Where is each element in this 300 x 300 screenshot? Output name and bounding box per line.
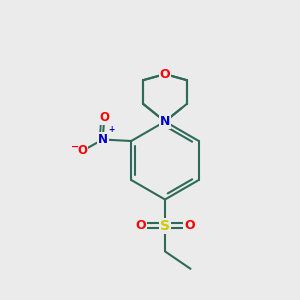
Text: O: O [99, 111, 109, 124]
Text: +: + [108, 125, 114, 134]
Text: N: N [160, 115, 170, 128]
Text: O: O [135, 219, 146, 232]
Text: O: O [184, 219, 195, 232]
Text: N: N [98, 133, 108, 146]
Text: O: O [77, 144, 87, 158]
Text: −: − [71, 142, 79, 152]
Text: S: S [160, 219, 170, 233]
Text: O: O [160, 68, 170, 81]
